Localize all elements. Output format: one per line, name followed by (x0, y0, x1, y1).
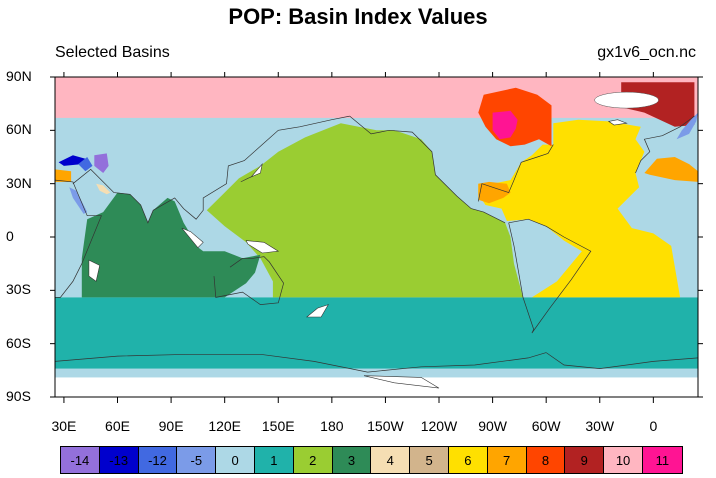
coastline-1 (72, 115, 350, 224)
legend-swatch: -12 (138, 447, 178, 473)
legend-swatch: 5 (410, 447, 449, 473)
lon-tick-label: 180 (320, 418, 344, 434)
legend-swatch: 1 (254, 447, 294, 473)
coastline-3 (349, 115, 506, 224)
right-subtitle: gx1v6_ocn.nc (597, 44, 696, 61)
basin-7-mediterranean (644, 157, 698, 182)
basin-neg5-red-sea (69, 187, 88, 214)
legend-swatch: 11 (642, 447, 682, 473)
basin-1-southern-ocean (55, 297, 698, 369)
lon-tick-label: 90E (158, 418, 184, 434)
lat-tick-label: 90S (6, 388, 31, 404)
page-title: POP: Basin Index Values (228, 4, 488, 29)
legend-swatch: -14 (61, 447, 100, 473)
legend-swatch: 7 (487, 447, 527, 473)
coastline-0 (54, 179, 102, 298)
basin-11-hudson-region (492, 110, 518, 140)
coastline-4 (508, 218, 592, 334)
greenland-ice (594, 91, 659, 109)
basin-neg12-sea (78, 157, 93, 172)
lat-tick-label: 60S (6, 334, 31, 351)
basin-7-gulf-of-mexico (478, 181, 511, 204)
lon-tick-label: 60E (105, 418, 130, 434)
coastline-5 (477, 144, 554, 202)
lon-tick-label: 150E (261, 418, 295, 434)
lon-tick-label: 150W (367, 418, 404, 434)
lat-tick-label: 60N (6, 121, 32, 138)
basin-neg5-baltic (676, 112, 698, 140)
lon-tick-label: 60W (531, 418, 561, 434)
lon-tick-label: 30E (51, 418, 77, 434)
legend-swatch: -13 (99, 447, 139, 473)
coastline-6 (635, 115, 695, 174)
legend-swatch: 8 (526, 447, 566, 473)
legend-swatch: 6 (448, 447, 488, 473)
legend-swatch: -5 (177, 447, 217, 473)
legend-swatch: 3 (332, 447, 372, 473)
basin-neg14-caspian (94, 153, 109, 173)
coastline-2 (213, 256, 284, 305)
antarctica-land (55, 377, 698, 397)
legend-swatch: 2 (293, 447, 333, 473)
lat-tick-label: 30S (6, 281, 31, 298)
ice-shelf (363, 375, 440, 389)
color-legend: -14 -13 -12 -5 0 1 2 3 4 5 6 7 8 9 10 11 (60, 446, 683, 474)
lat-tick-label: 30N (6, 174, 32, 191)
lon-tick-label: 120W (420, 418, 458, 434)
lon-tick-label: 0 (649, 418, 658, 434)
lat-tick-label: 0 (6, 228, 14, 244)
lat-tick-label: 90N (6, 68, 32, 84)
basin-6-atlantic (478, 119, 681, 298)
basin-4-persian-gulf (96, 183, 111, 195)
left-subtitle: Selected Basins (55, 44, 170, 61)
legend-swatch: 9 (565, 447, 605, 473)
lon-tick-label: 120E (208, 418, 242, 434)
basin-3-indian (81, 192, 261, 298)
basin-neg13-black-sea (58, 155, 86, 166)
island-new-zealand (305, 304, 329, 318)
legend-swatch: 0 (216, 447, 255, 473)
island-new-guinea (245, 240, 280, 254)
island-sumatra (181, 227, 204, 249)
coastline-8 (54, 352, 547, 373)
coastline-7 (545, 352, 699, 369)
basin-10-arctic (55, 77, 698, 118)
legend-swatch: 10 (604, 447, 643, 473)
basin-map (50, 72, 703, 403)
legend-swatch: 4 (371, 447, 411, 473)
basin-2-pacific (206, 123, 524, 298)
island-iceland (607, 119, 628, 126)
island-japan (240, 163, 263, 183)
lon-tick-label: 30W (585, 418, 615, 434)
basin-7-east-mediterranean (55, 169, 72, 182)
island-madagascar (88, 259, 101, 282)
lon-tick-label: 90W (478, 418, 507, 434)
